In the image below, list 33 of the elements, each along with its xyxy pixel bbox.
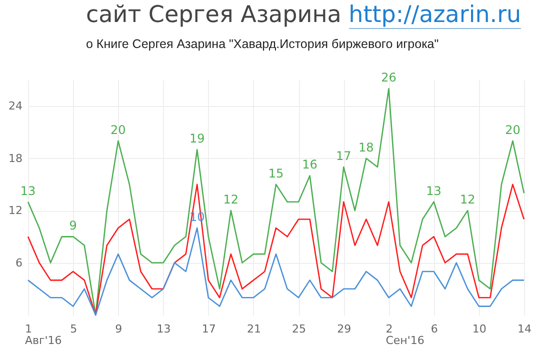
x-tick-label: 5 bbox=[70, 322, 78, 336]
data-label: 15 bbox=[268, 166, 284, 180]
x-tick-label: 10 bbox=[472, 322, 486, 336]
data-label: 9 bbox=[69, 218, 77, 233]
y-tick-label: 12 bbox=[8, 204, 22, 218]
data-label: 18 bbox=[358, 140, 374, 154]
data-label: 17 bbox=[336, 149, 352, 164]
data-label: 16 bbox=[302, 158, 318, 172]
x-tick-label: 2 bbox=[386, 322, 393, 336]
x-tick-label: 14 bbox=[518, 322, 532, 336]
x-tick-label: 6 bbox=[430, 322, 438, 336]
x-tick-label: 25 bbox=[292, 322, 306, 336]
x-tick-label: 21 bbox=[246, 322, 261, 336]
data-label: 19 bbox=[189, 132, 205, 146]
x-tick-label: 17 bbox=[202, 322, 216, 336]
x-tick-label: 9 bbox=[115, 322, 122, 336]
x-tick-label: 29 bbox=[337, 322, 352, 336]
data-label: 13 bbox=[20, 184, 36, 198]
data-label: 26 bbox=[381, 70, 396, 85]
text: Авг'16 bbox=[25, 334, 62, 347]
data-label: 20 bbox=[505, 122, 520, 137]
chart-title: сайт Сергея Азарина http://azarin.ru bbox=[86, 2, 522, 29]
data-label: 12 bbox=[460, 192, 476, 207]
y-tick-label: 24 bbox=[8, 100, 22, 113]
data-label: 12 bbox=[223, 192, 239, 207]
data-label: 13 bbox=[426, 184, 442, 198]
chart-subtitle: о Книге Сергея Азарина "Хавард.История биржевого игрока" bbox=[86, 37, 439, 51]
x-tick-label: 13 bbox=[156, 322, 171, 336]
y-tick-label: 18 bbox=[8, 152, 22, 165]
data-label: 20 bbox=[110, 122, 126, 137]
x-tick-label: 1 bbox=[25, 322, 32, 336]
text: Сен'16 bbox=[386, 334, 424, 347]
y-tick-label: 6 bbox=[16, 256, 22, 270]
